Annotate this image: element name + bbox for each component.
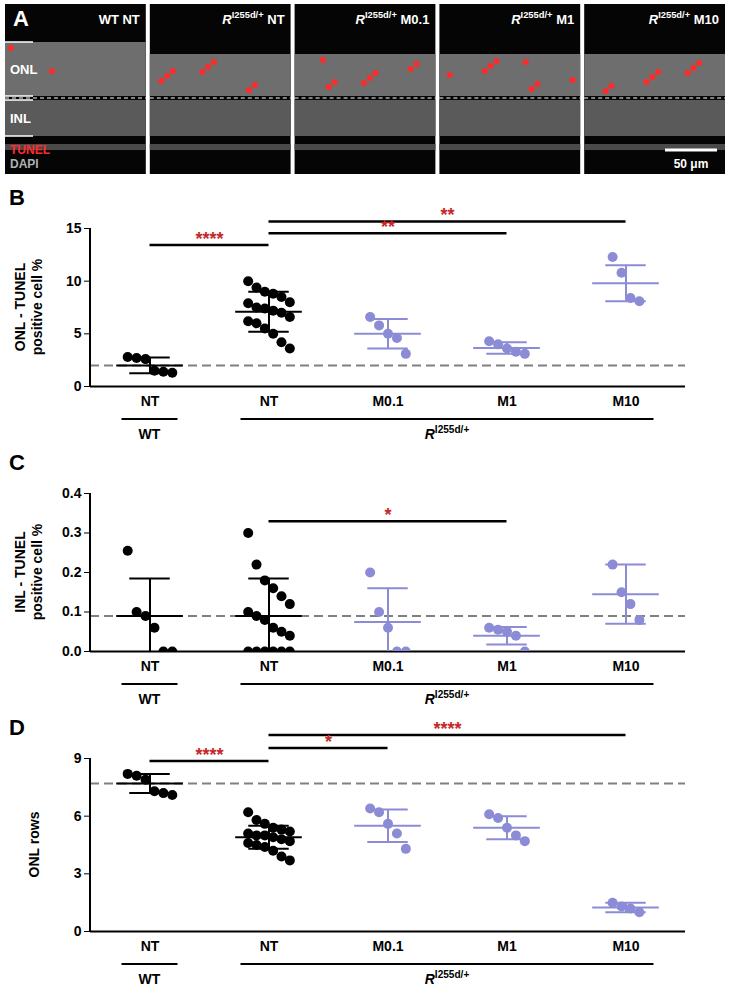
svg-text:0: 0	[74, 923, 82, 939]
svg-text:****: ****	[195, 229, 223, 249]
svg-text:DAPI: DAPI	[10, 157, 39, 171]
svg-text:0: 0	[74, 378, 82, 394]
html-text:C: C	[9, 450, 25, 475]
svg-text:M0.1: M0.1	[372, 938, 403, 954]
svg-text:10: 10	[66, 273, 82, 289]
svg-text:RI255d/+ M0.1: RI255d/+ M0.1	[356, 10, 430, 27]
svg-text:WT NT: WT NT	[99, 12, 140, 27]
svg-text:0.1: 0.1	[62, 603, 82, 619]
svg-text:RI255d/+ M10: RI255d/+ M10	[649, 10, 719, 27]
svg-text:WT: WT	[139, 426, 161, 442]
svg-text:RI255d/+: RI255d/+	[425, 424, 470, 442]
svg-text:NT: NT	[260, 938, 279, 954]
svg-text:0.4: 0.4	[62, 485, 82, 501]
html-text:D: D	[9, 715, 25, 740]
svg-text:****: ****	[433, 719, 461, 739]
svg-text:9: 9	[74, 750, 82, 766]
svg-text:INL: INL	[10, 111, 31, 126]
svg-text:RI255d/+ NT: RI255d/+ NT	[222, 10, 284, 27]
svg-text:**: **	[440, 205, 454, 225]
svg-text:RI255d/+ M1: RI255d/+ M1	[511, 10, 574, 27]
svg-text:NT: NT	[260, 393, 279, 409]
svg-text:****: ****	[195, 745, 223, 765]
svg-text:ONL - TUNELpositive cell %: ONL - TUNELpositive cell %	[12, 258, 45, 355]
svg-text:M10: M10	[612, 393, 639, 409]
svg-text:WT: WT	[139, 971, 161, 987]
svg-text:M1: M1	[497, 938, 517, 954]
svg-text:ONL: ONL	[10, 62, 38, 77]
svg-text:M1: M1	[497, 393, 517, 409]
svg-text:5: 5	[74, 325, 82, 341]
svg-text:50 μm: 50 μm	[674, 157, 709, 171]
svg-text:*: *	[325, 732, 332, 752]
svg-text:0.2: 0.2	[62, 564, 82, 580]
svg-text:M1: M1	[497, 658, 517, 674]
svg-text:NT: NT	[141, 938, 160, 954]
svg-text:M10: M10	[612, 938, 639, 954]
svg-text:0.3: 0.3	[62, 524, 82, 540]
svg-text:3: 3	[74, 865, 82, 881]
svg-text:M0.1: M0.1	[372, 658, 403, 674]
svg-text:TUNEL: TUNEL	[10, 143, 50, 157]
svg-text:M10: M10	[612, 658, 639, 674]
svg-text:RI255d/+: RI255d/+	[425, 969, 470, 987]
html-text:A: A	[13, 6, 29, 31]
svg-text:**: **	[381, 217, 395, 237]
svg-text:RI255d/+: RI255d/+	[425, 689, 470, 707]
html-text:B: B	[9, 185, 25, 210]
svg-text:M0.1: M0.1	[372, 393, 403, 409]
svg-text:*: *	[384, 505, 391, 525]
svg-text:0.0: 0.0	[62, 643, 82, 659]
svg-text:NT: NT	[260, 658, 279, 674]
svg-text:NT: NT	[141, 393, 160, 409]
svg-text:WT: WT	[139, 691, 161, 707]
svg-text:INL - TUNELpositive cell %: INL - TUNELpositive cell %	[12, 523, 45, 620]
svg-text:6: 6	[74, 808, 82, 824]
svg-text:NT: NT	[141, 658, 160, 674]
svg-text:ONL rows: ONL rows	[26, 811, 42, 877]
svg-text:15: 15	[66, 220, 82, 236]
